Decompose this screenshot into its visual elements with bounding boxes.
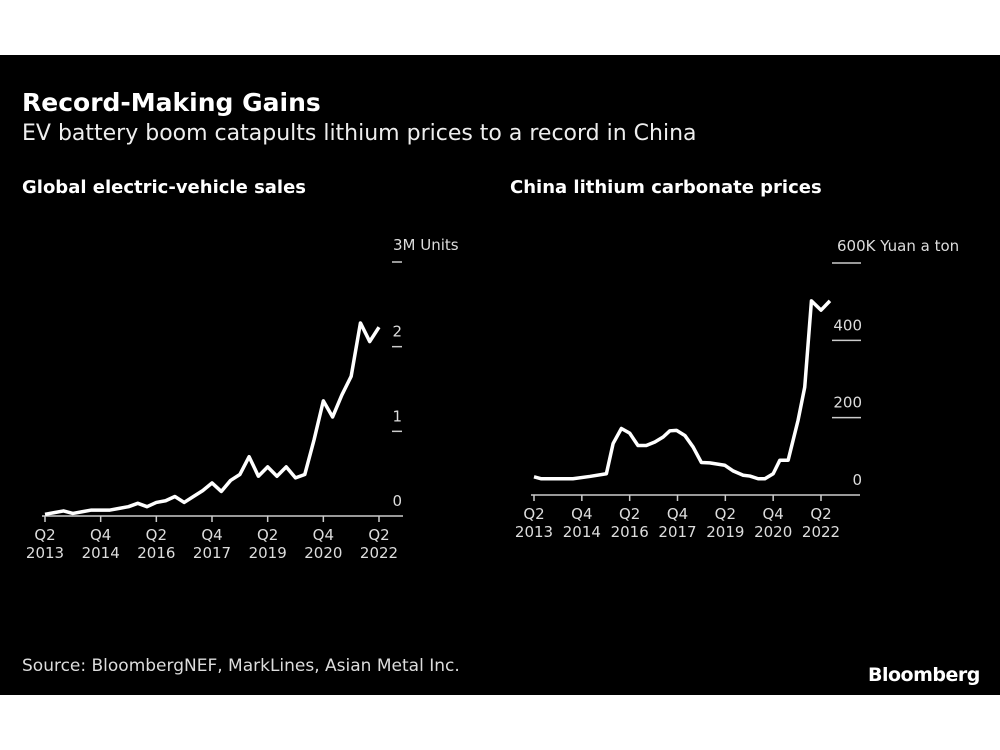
x-tick-label: Q4 — [201, 526, 222, 544]
x-tick-label: Q4 — [313, 526, 334, 544]
x-tick-label: 2013 — [26, 544, 64, 562]
x-tick-label: Q4 — [667, 505, 688, 523]
x-tick-label: Q2 — [257, 526, 278, 544]
x-tick-label: Q2 — [146, 526, 167, 544]
x-tick-label: 2020 — [754, 523, 792, 541]
y-tick-label: 0 — [392, 492, 402, 510]
x-tick-label: Q2 — [810, 505, 831, 523]
x-tick-label: Q2 — [523, 505, 544, 523]
x-tick-label: 2014 — [82, 544, 120, 562]
data-line — [533, 299, 832, 481]
x-tick-label: 2017 — [658, 523, 696, 541]
x-tick-label: 2022 — [360, 544, 398, 562]
x-tick-label: 2019 — [249, 544, 287, 562]
x-tick-label: 2014 — [563, 523, 601, 541]
y-tick-label: 1 — [392, 407, 402, 425]
bloomberg-logo: Bloomberg — [868, 664, 980, 686]
x-tick-label: 2017 — [193, 544, 231, 562]
source-note: Source: BloombergNEF, MarkLines, Asian M… — [22, 656, 460, 676]
x-tick-label: Q4 — [762, 505, 783, 523]
y-tick-label: 2 — [392, 323, 402, 341]
x-tick-label: 2019 — [706, 523, 744, 541]
x-tick-label: Q2 — [619, 505, 640, 523]
y-unit-label: 3M Units — [393, 236, 459, 254]
x-tick-label: 2013 — [515, 523, 553, 541]
x-tick-label: 2020 — [304, 544, 342, 562]
ev-sales-chart: Q22013Q42014Q22016Q42017Q22019Q42020Q220… — [26, 236, 459, 562]
y-unit-label: 600K Yuan a ton — [837, 237, 959, 255]
x-tick-label: Q2 — [715, 505, 736, 523]
x-tick-label: 2016 — [137, 544, 175, 562]
y-tick-label: 0 — [852, 471, 862, 489]
chart-title: Record-Making Gains — [22, 88, 321, 117]
y-tick-label: 200 — [833, 394, 862, 412]
x-tick-label: 2022 — [802, 523, 840, 541]
y-tick-label: 400 — [833, 316, 862, 334]
x-tick-label: Q2 — [368, 526, 389, 544]
ev-sales-title: Global electric-vehicle sales — [22, 177, 307, 198]
x-tick-label: Q4 — [90, 526, 111, 544]
chart-panel — [0, 55, 1000, 695]
lithium-price-chart: Q22013Q42014Q22016Q42017Q22019Q42020Q220… — [515, 237, 959, 541]
x-tick-label: Q2 — [34, 526, 55, 544]
lithium-price-title: China lithium carbonate prices — [510, 177, 822, 198]
chart-subtitle: EV battery boom catapults lithium prices… — [22, 121, 697, 146]
data-line — [44, 321, 381, 517]
x-tick-label: Q4 — [571, 505, 592, 523]
x-tick-label: 2016 — [611, 523, 649, 541]
